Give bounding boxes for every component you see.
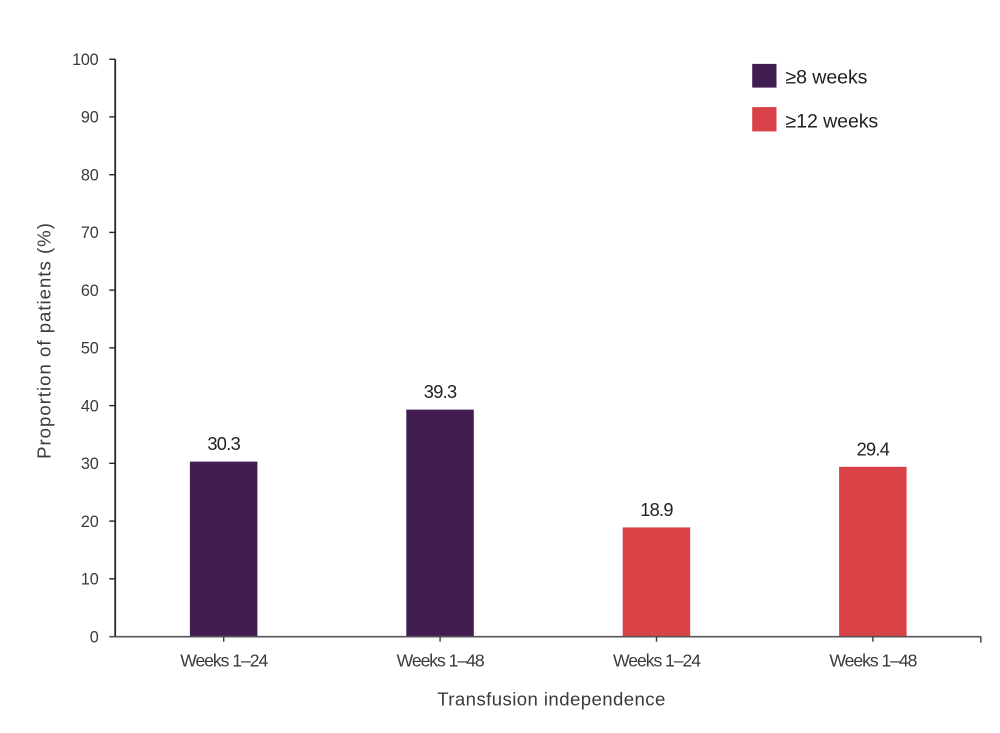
svg-text:Weeks 1–24: Weeks 1–24	[180, 651, 268, 671]
svg-text:30.3: 30.3	[207, 434, 240, 454]
svg-text:Proportion of patients (%): Proportion of patients (%)	[33, 222, 54, 459]
svg-text:Weeks 1–48: Weeks 1–48	[829, 651, 917, 671]
svg-text:Transfusion independence: Transfusion independence	[437, 688, 666, 709]
svg-text:≥12 weeks: ≥12 weeks	[786, 111, 879, 133]
svg-text:≥8 weeks: ≥8 weeks	[786, 67, 868, 89]
svg-text:Weeks 1–48: Weeks 1–48	[397, 651, 485, 671]
svg-text:90: 90	[81, 109, 99, 127]
svg-text:50: 50	[81, 340, 99, 358]
svg-text:20: 20	[81, 513, 99, 531]
svg-text:0: 0	[90, 628, 99, 646]
svg-text:30: 30	[81, 455, 99, 473]
svg-text:60: 60	[81, 282, 99, 300]
svg-text:29.4: 29.4	[857, 439, 890, 459]
svg-text:40: 40	[81, 397, 99, 415]
svg-text:70: 70	[81, 224, 99, 242]
svg-text:18.9: 18.9	[640, 500, 673, 520]
svg-text:80: 80	[81, 166, 99, 184]
svg-text:10: 10	[81, 571, 99, 589]
svg-text:100: 100	[72, 51, 99, 69]
svg-text:Weeks 1–24: Weeks 1–24	[613, 651, 701, 671]
svg-text:39.3: 39.3	[424, 382, 457, 402]
